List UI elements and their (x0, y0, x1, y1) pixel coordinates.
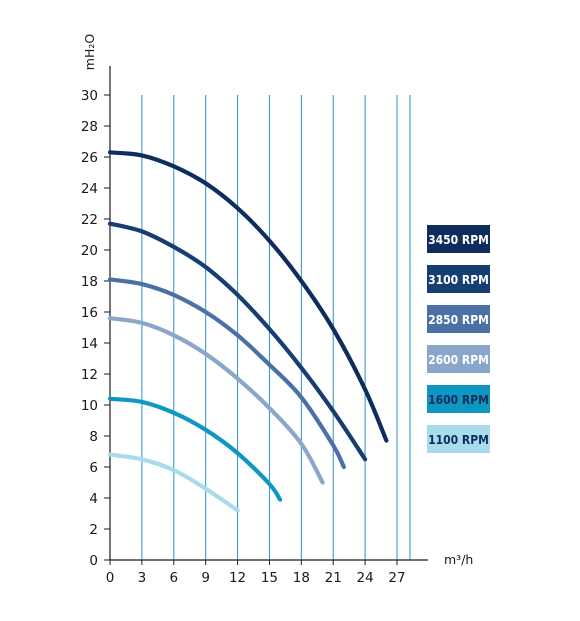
series-line-2850-rpm (107, 277, 346, 470)
series-line-3100-rpm (107, 221, 368, 462)
y-tick-label: 22 (81, 212, 98, 228)
y-tick-label: 6 (89, 460, 98, 476)
series-layer (107, 150, 389, 513)
legend-label-3450-rpm: 3450 RPM (428, 233, 489, 247)
series-line-3450-rpm (107, 150, 389, 443)
legend-swatch-1600-rpm (427, 385, 490, 413)
legend-label-2600-rpm: 2600 RPM (428, 353, 489, 367)
y-tick-label: 28 (81, 119, 98, 135)
legend-label-1600-rpm: 1600 RPM (428, 393, 489, 407)
x-tick-label: 9 (201, 570, 210, 586)
legend-swatch-2850-rpm (427, 305, 490, 333)
legend-swatch-1100-rpm (427, 425, 490, 453)
y-tick-label: 8 (89, 429, 98, 445)
y-tick-label: 12 (81, 367, 98, 383)
legend-swatch-2600-rpm (427, 345, 490, 373)
y-tick-label: 26 (81, 150, 98, 166)
x-tick-label: 27 (388, 570, 405, 586)
legend-label-3100-rpm: 3100 RPM (428, 273, 489, 287)
x-tick-label: 0 (106, 570, 115, 586)
x-tick-label: 3 (138, 570, 147, 586)
y-tick-label: 0 (89, 553, 98, 569)
series-line-2600-rpm (107, 316, 325, 485)
legend-swatch-3450-rpm (427, 225, 490, 253)
x-tick-label: 18 (293, 570, 310, 586)
y-tick-label: 24 (81, 181, 98, 197)
y-tick-label: 20 (81, 243, 98, 259)
x-tick-label: 6 (169, 570, 178, 586)
x-tick-label: 15 (261, 570, 278, 586)
x-axis-unit-label: m³/h (444, 552, 473, 567)
y-tick-label: 16 (81, 305, 98, 321)
y-tick-label: 4 (89, 491, 98, 507)
y-tick-label: 2 (89, 522, 98, 538)
x-tick-label: 21 (325, 570, 342, 586)
legend-label-2850-rpm: 2850 RPM (428, 313, 489, 327)
y-axis-title: mH₂O (82, 34, 97, 71)
legend: 3450 RPM 3100 RPM 2850 RPM 2600 RPM 1600 RPM… (427, 225, 490, 453)
x-axis-title: m³/h (444, 552, 473, 567)
series-line-1100-rpm (107, 452, 240, 513)
x-tick-label: 12 (229, 570, 246, 586)
y-axis-unit-label: mH₂O (82, 34, 97, 71)
x-tick-label: 24 (357, 570, 374, 586)
y-tick-label: 18 (81, 274, 98, 290)
y-tick-label: 10 (81, 398, 98, 414)
legend-label-1100-rpm: 1100 RPM (428, 433, 489, 447)
legend-swatch-3100-rpm (427, 265, 490, 293)
y-tick-label: 14 (81, 336, 98, 352)
series-line-1600-rpm (107, 396, 283, 502)
y-tick-label: 30 (81, 88, 98, 104)
